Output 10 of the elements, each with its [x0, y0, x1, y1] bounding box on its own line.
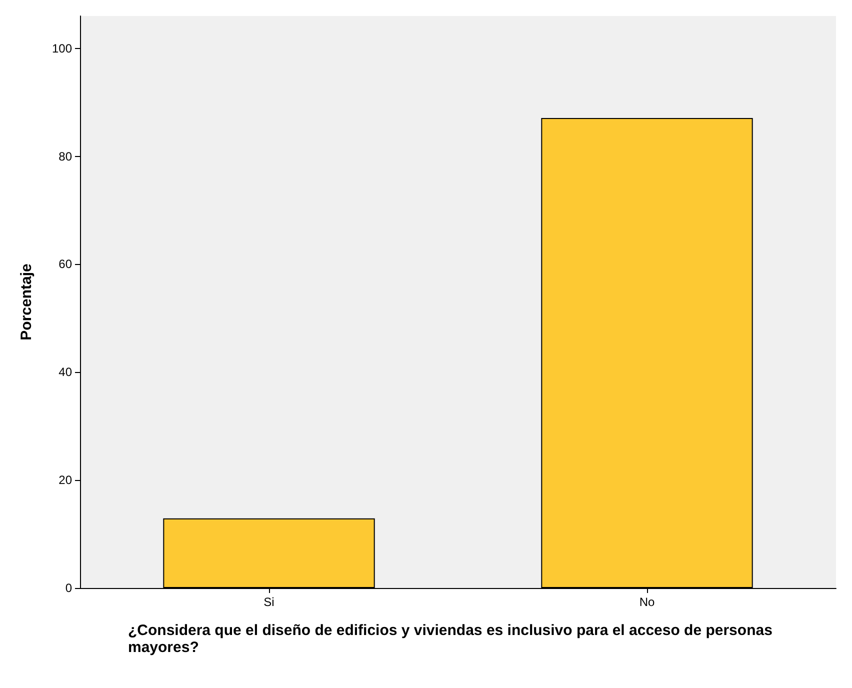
x-tick-label: No: [639, 595, 655, 609]
y-tick-label: 100: [52, 41, 72, 56]
y-tick-label: 20: [58, 473, 72, 488]
x-tick-label: Si: [264, 595, 274, 609]
y-tick-label: 40: [58, 365, 72, 380]
x-axis-title: ¿Considera que el diseño de edificios y viviendas es inclusivo para el acceso de personas mayores?: [128, 622, 777, 656]
y-axis-title: Porcentaje: [18, 264, 35, 340]
y-tick-label: 60: [58, 257, 72, 272]
y-tick-label: 0: [65, 581, 72, 595]
y-tick-label: 80: [58, 149, 72, 164]
